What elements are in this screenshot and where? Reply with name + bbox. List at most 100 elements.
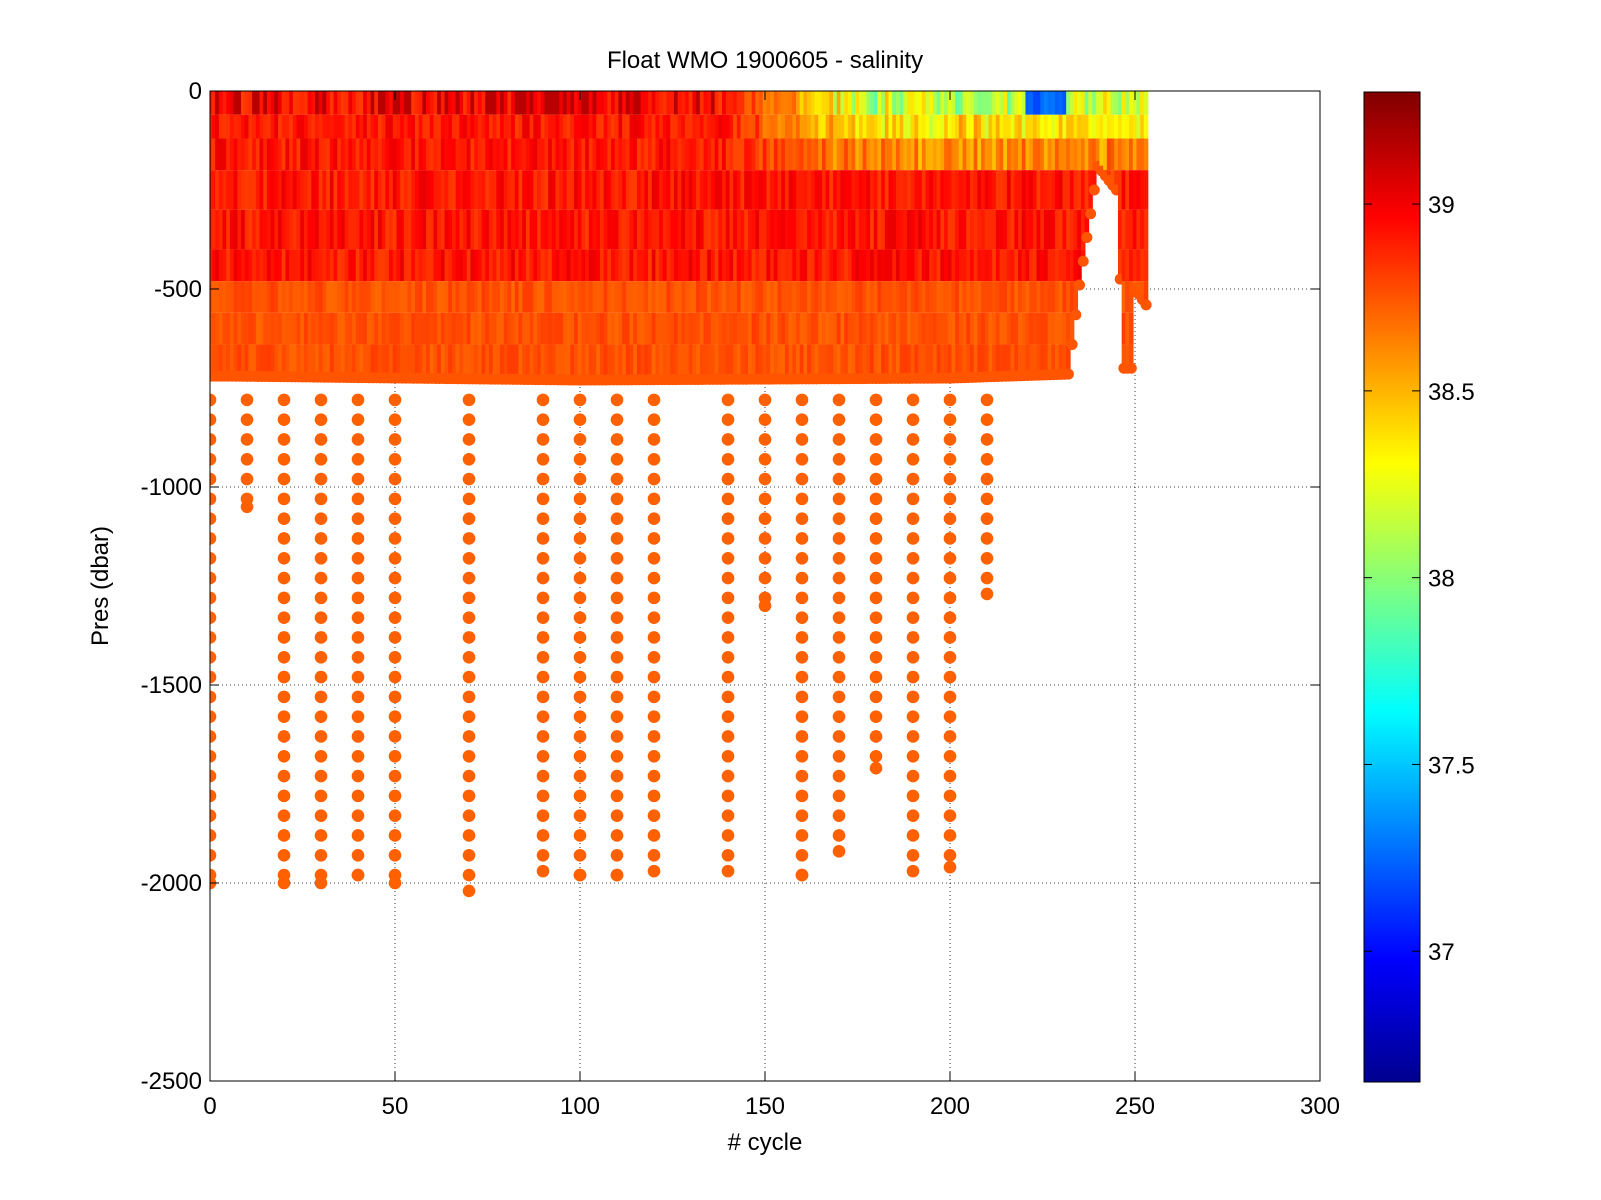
data-point: [980, 492, 994, 506]
dense-profile-segment: [718, 281, 723, 313]
dense-profile-segment: [507, 281, 512, 313]
data-point: [721, 413, 735, 426]
dense-profile-segment: [881, 312, 886, 345]
dense-profile-segment: [215, 312, 220, 345]
dense-profile-segment: [1018, 344, 1023, 376]
dense-profile-segment: [1006, 170, 1012, 210]
dense-profile-segment: [622, 344, 627, 380]
dense-profile-segment: [870, 138, 875, 171]
dense-profile-segment: [570, 281, 575, 313]
dense-profile-segment: [851, 209, 857, 250]
dense-profile-segment: [929, 249, 934, 282]
dense-profile-segment: [829, 281, 834, 313]
dense-profile-segment: [326, 138, 331, 171]
dense-profile-segment: [1073, 281, 1079, 313]
dense-profile-segment: [1077, 170, 1082, 210]
dense-profile-segment: [348, 170, 353, 210]
dense-profile-segment: [740, 170, 746, 210]
dense-profile-segment: [396, 91, 401, 115]
dense-profile-segment: [481, 344, 487, 379]
data-point: [832, 809, 846, 822]
data-point: [832, 611, 846, 624]
dense-profile-segment: [1062, 114, 1067, 139]
dense-profile-segment: [355, 209, 361, 250]
dense-profile-segment: [762, 344, 768, 380]
dense-profile-segment: [725, 249, 731, 282]
dense-profile-segment: [844, 170, 849, 210]
dense-profile-segment: [929, 138, 934, 171]
dense-profile-segment: [503, 114, 509, 139]
dense-profile-segment: [307, 138, 313, 171]
dense-profile-segment: [718, 344, 723, 380]
dense-profile-segment: [340, 209, 346, 250]
dense-profile-segment: [877, 344, 882, 379]
dense-profile-segment: [241, 209, 246, 250]
dense-profile-segment: [1066, 249, 1071, 282]
dense-profile-segment: [548, 114, 553, 139]
dense-profile-segment: [625, 249, 631, 282]
dense-profile-segment: [426, 249, 431, 282]
dense-profile-segment: [759, 170, 764, 210]
dense-profile-segment: [736, 138, 742, 171]
dense-profile-segment: [659, 344, 664, 380]
dense-profile-segment: [729, 170, 734, 210]
dense-profile-segment: [326, 170, 331, 210]
dense-profile-segment: [500, 312, 505, 345]
dense-profile-segment: [903, 114, 908, 139]
dense-profile-segment: [870, 170, 875, 210]
dense-profile-segment: [229, 138, 235, 171]
dense-profile-segment: [844, 312, 849, 345]
dense-profile-segment: [995, 170, 1001, 210]
dense-profile-segment: [870, 114, 875, 139]
dense-profile-segment: [981, 312, 986, 345]
dense-profile-segment: [1132, 170, 1138, 210]
dense-profile-segment: [770, 91, 775, 115]
dense-profile-segment: [603, 249, 609, 282]
dense-profile-segment: [1029, 281, 1034, 313]
data-point: [388, 650, 402, 664]
dense-profile-segment: [651, 312, 657, 345]
dense-profile-segment: [333, 91, 339, 115]
dense-profile-segment: [773, 249, 779, 282]
dense-profile-segment: [792, 170, 797, 210]
dense-profile-segment: [470, 138, 475, 171]
dense-profile-segment: [977, 249, 982, 282]
dense-profile-segment: [770, 281, 775, 313]
dense-profile-segment: [773, 114, 779, 139]
dense-profile-segment: [699, 209, 705, 250]
dense-profile-segment: [829, 312, 834, 345]
dense-profile-segment: [988, 249, 993, 282]
data-point: [210, 848, 217, 862]
dense-profile-segment: [707, 209, 712, 250]
dense-profile-segment: [270, 170, 276, 210]
data-point: [536, 611, 550, 624]
dense-profile-segment: [677, 138, 683, 171]
dense-profile-segment: [1125, 312, 1130, 345]
colorbar-tick-label: 38: [1428, 566, 1455, 593]
dense-profile-segment: [592, 249, 598, 282]
dense-profile-segment: [685, 91, 690, 115]
data-point: [832, 512, 846, 525]
dense-profile-segment: [1018, 209, 1023, 250]
dense-profile-segment: [796, 170, 801, 210]
dense-profile-segment: [348, 138, 353, 171]
dense-profile-segment: [755, 281, 760, 313]
dense-profile-segment: [899, 312, 905, 345]
dense-profile-segment: [422, 170, 427, 210]
dense-profile-segment: [803, 344, 808, 379]
dense-profile-segment: [784, 312, 790, 345]
dense-profile-segment: [222, 312, 228, 345]
data-point: [462, 452, 476, 466]
dense-profile-segment: [807, 170, 812, 210]
dense-profile-segment: [914, 114, 919, 139]
data-point: [758, 492, 772, 506]
dense-profile-segment: [426, 209, 431, 250]
dense-profile-segment: [903, 344, 908, 379]
dense-profile-segment: [710, 281, 716, 313]
dense-profile-segment: [389, 114, 394, 139]
data-point: [795, 690, 809, 704]
dense-profile-segment: [215, 344, 220, 377]
data-point: [980, 551, 994, 565]
dense-profile-segment: [559, 249, 564, 282]
dense-profile-segment: [340, 312, 346, 345]
